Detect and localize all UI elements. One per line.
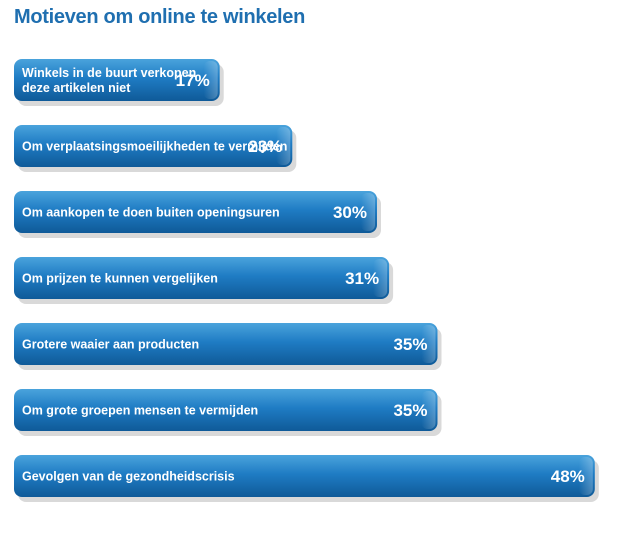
- bar-end-cap: [361, 193, 375, 231]
- bar-label: deze artikelen niet: [22, 81, 131, 95]
- bar-value-label: 48%: [551, 467, 585, 486]
- bar-label: Om grote groepen mensen te vermijden: [22, 404, 258, 418]
- bar-value-label: 31%: [345, 269, 379, 288]
- bar: [14, 257, 390, 299]
- bar: [14, 389, 438, 431]
- bar-end-cap: [203, 61, 218, 99]
- bar-value-label: 30%: [333, 203, 367, 222]
- bar: [14, 323, 438, 365]
- bar-end-cap: [578, 457, 593, 495]
- bar-end-cap: [373, 259, 388, 297]
- bar-end-cap: [421, 325, 436, 363]
- bar-label: Om aankopen te doen buiten openingsuren: [22, 206, 280, 220]
- bar-end-cap: [421, 391, 436, 429]
- bar-value-label: 23%: [248, 137, 282, 156]
- bar-label: Om prijzen te kunnen vergelijken: [22, 272, 218, 286]
- bar-label: Grotere waaier aan producten: [22, 338, 199, 352]
- bar-label: Winkels in de buurt verkopen: [22, 66, 196, 80]
- bar-end-cap: [276, 127, 291, 165]
- bar-label: Gevolgen van de gezondheidscrisis: [22, 470, 235, 484]
- bar: [14, 455, 595, 497]
- bar: [14, 191, 377, 233]
- bar-value-label: 35%: [393, 401, 427, 420]
- bar-label: Om verplaatsingsmoeilijkheden te vermijd…: [22, 140, 287, 154]
- bar: [14, 59, 220, 101]
- chart-title: Motieven om online te winkelen: [14, 6, 306, 28]
- bar-value-label: 35%: [393, 335, 427, 354]
- bar-value-label: 17%: [176, 71, 210, 90]
- bar: [14, 125, 293, 167]
